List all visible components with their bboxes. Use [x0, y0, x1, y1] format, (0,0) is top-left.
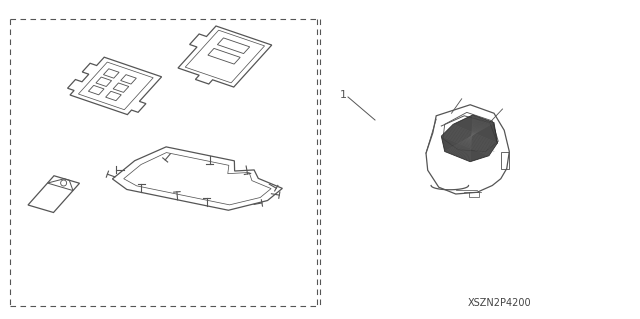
Text: 1: 1: [340, 90, 347, 100]
Polygon shape: [442, 115, 497, 162]
Text: XSZN2P4200: XSZN2P4200: [467, 298, 531, 308]
